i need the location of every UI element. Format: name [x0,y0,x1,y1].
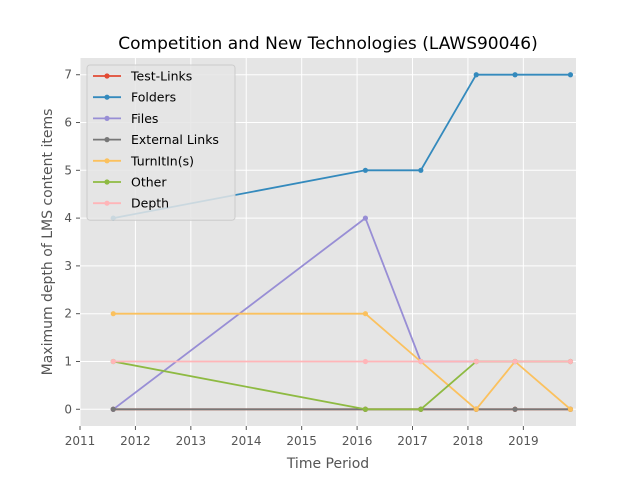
data-point [418,167,424,173]
y-tick-label: 0 [64,402,72,416]
legend-label: TurnItIn(s) [130,153,194,168]
y-tick-label: 5 [64,163,72,177]
data-point [512,72,518,78]
y-axis: 0 1 2 3 4 5 6 7 [64,68,80,416]
legend-item: Files [93,111,158,126]
series-depth [110,358,574,365]
legend-item: Other [93,175,167,190]
data-point [473,358,479,365]
data-point [567,72,574,78]
legend-label: Other [131,175,167,190]
legend-item: Depth [93,196,169,211]
legend-marker [104,115,110,121]
x-tick-label: 2016 [342,434,373,448]
data-point [418,406,424,412]
x-tick-label: 2019 [508,434,539,448]
series-layer [110,72,574,412]
legend-marker [104,73,110,79]
legend: Test-Links Folders Files External Links Turn… [86,64,236,221]
legend-label: Test-Links [130,69,192,84]
data-point [473,72,479,78]
legend-item: Test-Links [93,69,192,84]
legend-marker [104,137,110,143]
y-tick-label: 1 [64,354,72,368]
data-point [110,406,116,412]
chart-title: Competition and New Technologies (LAWS90… [118,34,537,54]
y-tick-label: 6 [64,116,72,130]
legend-label: External Links [131,132,219,147]
data-point [110,358,116,365]
legend-label: Files [131,111,158,126]
data-point [110,311,116,317]
data-point [473,406,479,412]
data-point [512,358,518,365]
legend-label: Depth [131,196,169,211]
data-point [567,358,574,365]
data-point [362,358,369,365]
data-point [567,406,574,412]
legend-label: Folders [131,90,176,105]
data-point [362,167,369,173]
x-axis: 2011 2012 2013 2014 2015 2016 2017 2018 2019 [65,426,539,448]
legend-box [86,64,236,221]
legend-marker [104,94,110,100]
x-tick-label: 2012 [120,434,151,448]
data-point [362,406,369,412]
x-tick-label: 2013 [176,434,207,448]
data-point [418,358,424,365]
x-tick-label: 2017 [397,434,428,448]
legend-marker [104,158,110,164]
x-tick-label: 2015 [286,434,317,448]
data-point [362,311,369,317]
x-axis-label: Time Period [286,456,369,472]
legend-marker [104,200,110,206]
y-tick-label: 2 [64,307,72,321]
data-point [362,215,369,221]
legend-item: External Links [93,132,219,147]
legend-item: TurnItIn(s) [93,153,194,168]
x-tick-label: 2011 [65,434,96,448]
y-axis-label: Maximum depth of LMS content items [40,109,56,376]
y-tick-label: 4 [64,211,72,225]
series-line [113,73,571,219]
data-point [512,406,518,412]
y-tick-label: 3 [64,259,72,273]
legend-marker [104,179,110,185]
x-tick-label: 2014 [231,434,262,448]
y-tick-label: 7 [64,68,72,82]
legend-item: Folders [93,90,176,105]
x-tick-label: 2018 [453,434,484,448]
